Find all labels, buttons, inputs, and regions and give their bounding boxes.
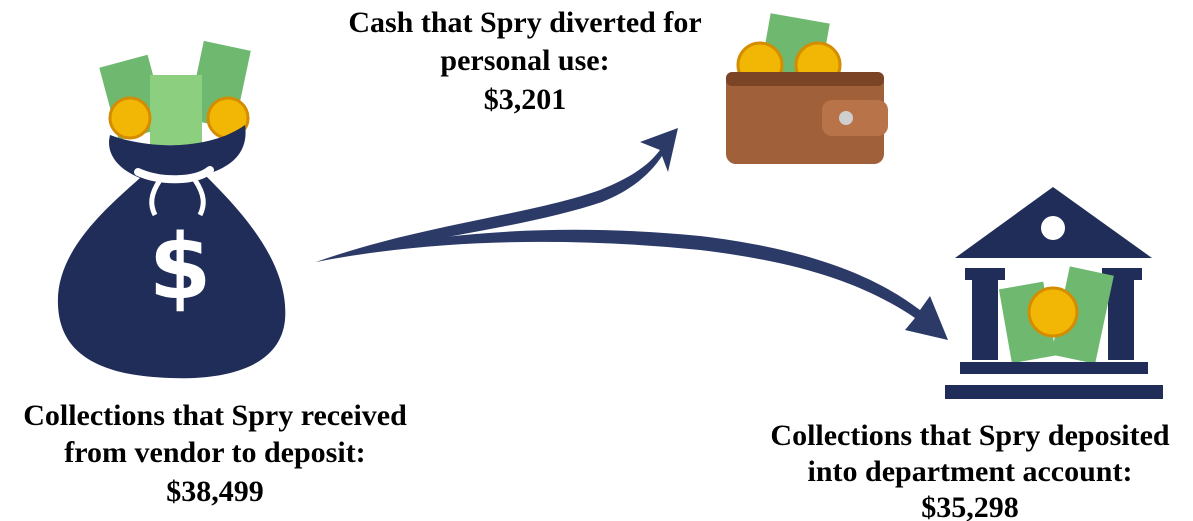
- bank: [945, 187, 1163, 399]
- label-line: Cash that Spry diverted for: [348, 6, 701, 39]
- diverted-label: Cash that Spry diverted for personal use…: [348, 6, 701, 116]
- amount: $3,201: [484, 83, 567, 116]
- label-line: personal use:: [440, 44, 609, 77]
- money-bag: $: [58, 41, 285, 378]
- label-line: from vendor to deposit:: [64, 436, 365, 469]
- svg-text:$: $: [149, 215, 212, 320]
- deposited-label: Collections that Spry deposited into dep…: [770, 419, 1170, 521]
- wallet: [726, 13, 888, 164]
- diagram: $ Collections that Spry received from ve…: [0, 0, 1193, 521]
- amount: $35,298: [921, 491, 1019, 521]
- amount: $38,499: [166, 475, 264, 508]
- label-line: into department account:: [808, 455, 1133, 488]
- source-label: Collections that Spry received from vend…: [23, 399, 407, 508]
- label-line: Collections that Spry received: [23, 399, 407, 432]
- arrow-to-bank: [316, 230, 948, 340]
- label-line: Collections that Spry deposited: [770, 419, 1170, 452]
